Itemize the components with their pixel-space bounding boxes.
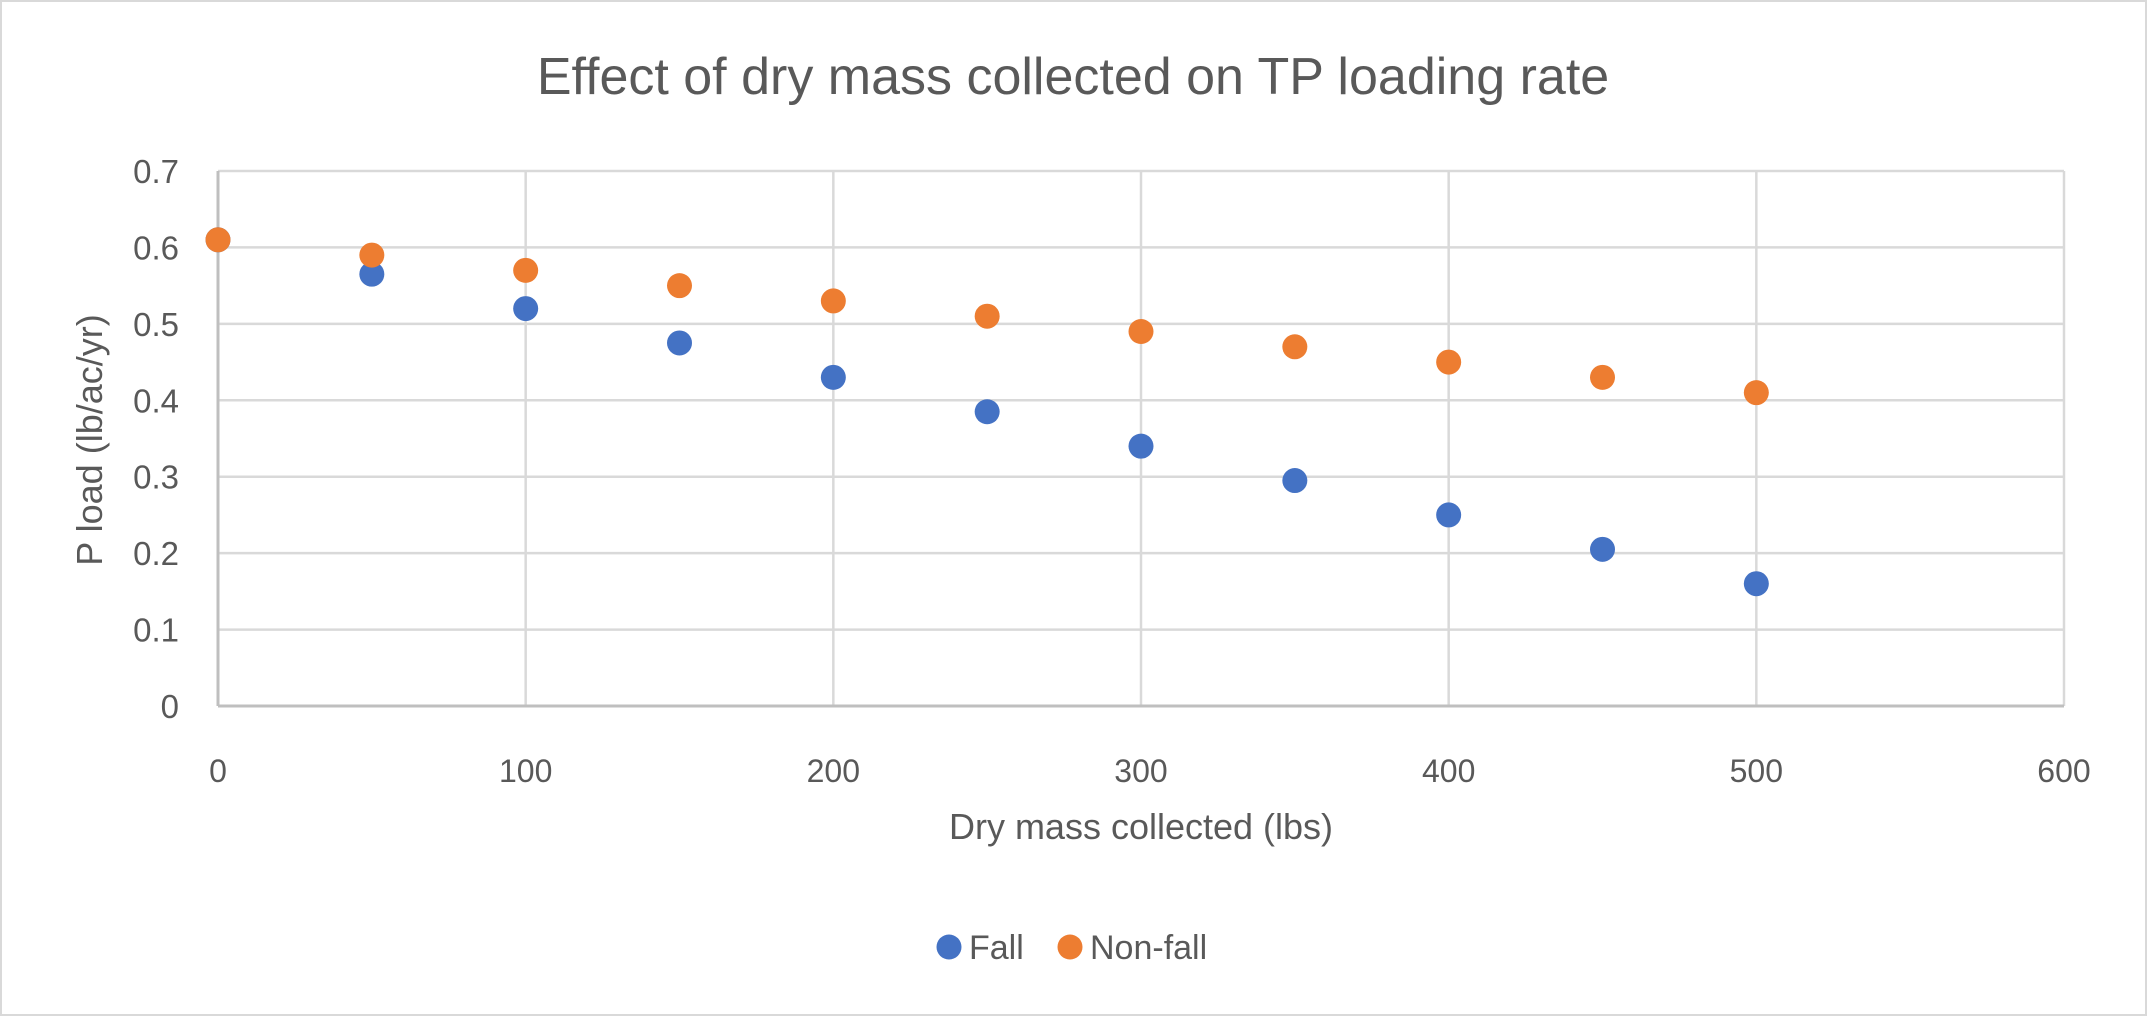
y-tick-label: 0.2 [133, 535, 179, 572]
y-tick-label: 0.6 [133, 229, 179, 266]
data-point [1128, 433, 1154, 459]
y-axis-label: P load (lb/ac/yr) [69, 314, 110, 565]
data-point [513, 257, 539, 283]
series-fall [205, 227, 1769, 597]
legend-marker [936, 934, 962, 960]
data-point [1282, 334, 1308, 360]
data-point [359, 242, 385, 268]
legend-label: Non-fall [1090, 929, 1207, 967]
x-tick-labels: 0 100 200 300 400 500 600 [209, 753, 2091, 789]
legend-label: Fall [969, 929, 1024, 967]
x-tick-label: 300 [1114, 753, 1167, 789]
data-point [974, 399, 1000, 425]
data-points [205, 227, 1769, 597]
y-tick-label: 0.7 [133, 153, 179, 190]
data-point [205, 227, 231, 253]
y-tick-label: 0.4 [133, 382, 179, 419]
y-tick-label: 0.3 [133, 459, 179, 496]
data-point [359, 261, 385, 287]
x-tick-label: 600 [2037, 753, 2090, 789]
x-axis-label: Dry mass collected (lbs) [949, 806, 1333, 847]
y-tick-label: 0.1 [133, 612, 179, 649]
x-tick-label: 0 [209, 753, 227, 789]
data-point [667, 273, 692, 299]
data-point [513, 296, 539, 322]
x-tick-label: 500 [1730, 753, 1783, 789]
data-point [1743, 380, 1769, 406]
data-point [1590, 536, 1615, 562]
y-tick-label: 0.5 [133, 306, 179, 343]
data-point [820, 288, 846, 314]
y-tick-labels: 0 0.1 0.2 0.3 0.4 0.5 0.6 0.7 [133, 153, 179, 725]
data-point [1436, 349, 1462, 375]
data-point [1436, 502, 1462, 528]
data-point [820, 364, 846, 390]
data-point [1282, 468, 1308, 494]
series-non-fall [205, 227, 1769, 406]
chart-title: Effect of dry mass collected on TP loadi… [537, 48, 1609, 106]
data-point [974, 303, 1000, 329]
data-point [1590, 364, 1615, 390]
x-tick-label: 100 [499, 753, 552, 789]
x-tick-label: 400 [1422, 753, 1475, 789]
data-point [1128, 319, 1154, 344]
y-tick-label: 0 [161, 688, 179, 725]
axes [216, 171, 2064, 708]
legend: Fall Non-fall [936, 929, 1207, 967]
x-tick-label: 200 [807, 753, 860, 789]
data-point [667, 330, 692, 356]
legend-marker [1057, 934, 1083, 960]
data-point [1743, 571, 1769, 597]
